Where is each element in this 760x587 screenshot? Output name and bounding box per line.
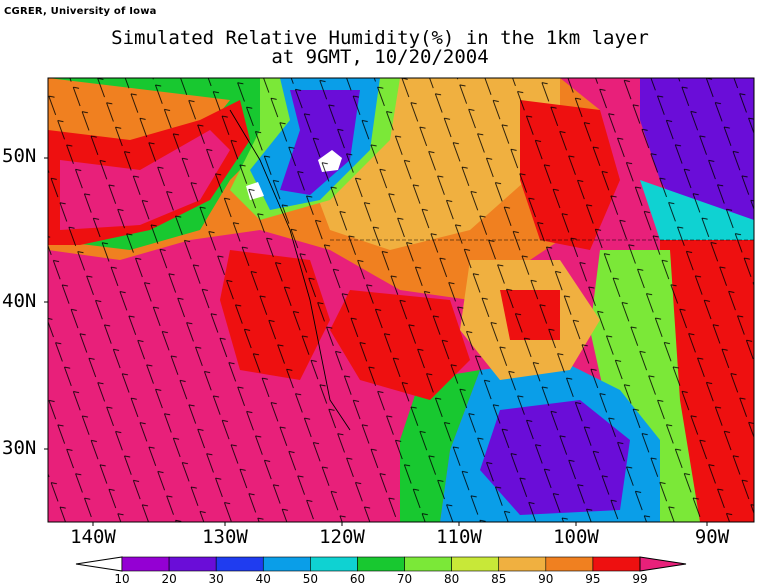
lon-label-140w: 140W	[70, 526, 116, 548]
humidity-field	[48, 78, 754, 522]
colorbar-box	[451, 556, 500, 572]
lat-label-30n: 30N	[2, 437, 37, 459]
colorbar-min-arrow	[75, 556, 123, 572]
lat-label-50n: 50N	[2, 145, 37, 167]
axis-ticks	[44, 157, 708, 526]
lon-label-130w: 130W	[202, 526, 248, 548]
colorbar-box	[168, 556, 217, 572]
colorbar-level-label: 40	[255, 572, 271, 586]
lat-label-40n: 40N	[2, 290, 37, 312]
lon-label-110w: 110W	[436, 526, 482, 548]
colorbar	[75, 556, 687, 572]
colorbar-level-label: 85	[491, 572, 507, 586]
colorbar-box	[121, 556, 170, 572]
colorbar-level-label: 90	[538, 572, 554, 586]
colorbar-level-label: 50	[302, 572, 318, 586]
colorbar-box	[215, 556, 264, 572]
colorbar-box	[357, 556, 405, 572]
map-subtitle: at 9GMT, 10/20/2004	[271, 46, 489, 68]
colorbar-level-label: 95	[585, 572, 601, 586]
map-title: Simulated Relative Humidity(%) in the 1k…	[111, 27, 649, 49]
map-frame	[47, 77, 755, 523]
colorbar-box	[545, 556, 594, 572]
colorbar-level-label: 20	[161, 572, 177, 586]
colorbar-level-label: 70	[396, 572, 413, 586]
colorbar-box	[498, 556, 547, 572]
colorbar-box	[404, 556, 452, 572]
colorbar-level-label: 80	[443, 572, 460, 586]
lon-label-120w: 120W	[319, 526, 365, 548]
colorbar-level-label: 99	[632, 572, 648, 586]
colorbar-level-label: 10	[114, 572, 130, 586]
colorbar-box	[310, 556, 358, 572]
lon-label-90w: 90W	[694, 526, 730, 548]
colorbar-box	[592, 556, 641, 572]
colorbar-level-label: 60	[349, 572, 366, 586]
colorbar-box	[262, 556, 311, 572]
lon-label-100w: 100W	[553, 526, 599, 548]
credit-text: CGRER, University of Iowa	[4, 6, 157, 17]
colorbar-level-label: 30	[208, 572, 224, 586]
colorbar-max-arrow	[639, 556, 687, 572]
